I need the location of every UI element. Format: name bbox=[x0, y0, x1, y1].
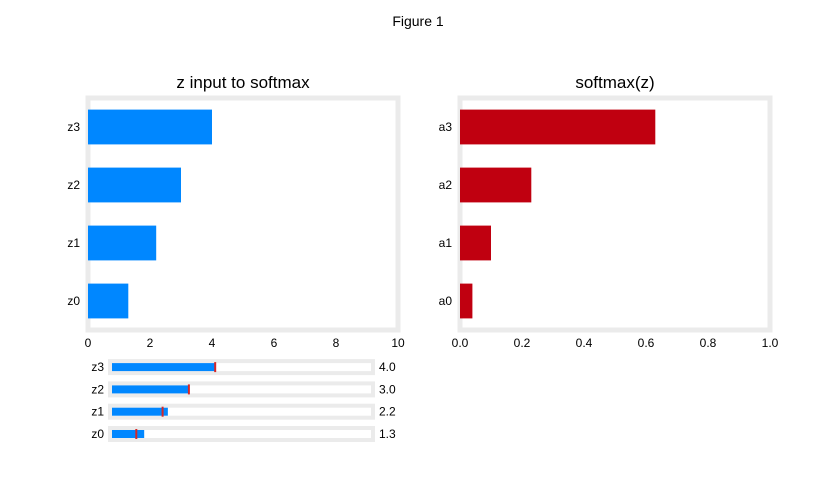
x-tick-label: 2 bbox=[147, 336, 154, 350]
x-tick-label: 8 bbox=[333, 336, 340, 350]
bar-a2 bbox=[460, 167, 532, 203]
slider-fill[interactable] bbox=[112, 363, 216, 372]
x-tick-label: 6 bbox=[271, 336, 278, 350]
x-tick-label: 0 bbox=[85, 336, 92, 350]
x-tick-label: 4 bbox=[209, 336, 216, 350]
category-label: z3 bbox=[67, 120, 80, 134]
bar-z0 bbox=[88, 283, 129, 319]
slider-label: z0 bbox=[91, 427, 104, 441]
chart-title: softmax(z) bbox=[575, 73, 654, 92]
x-tick-label: 10 bbox=[391, 336, 405, 350]
x-tick-label: 0.8 bbox=[700, 336, 717, 350]
x-tick-label: 0.2 bbox=[514, 336, 531, 350]
chart-title: z input to softmax bbox=[176, 73, 310, 92]
slider-label: z2 bbox=[91, 382, 104, 396]
slider-z2[interactable]: z2 3.0 bbox=[91, 381, 396, 398]
category-label: z0 bbox=[67, 294, 80, 308]
slider-fill[interactable] bbox=[112, 407, 168, 416]
x-tick-label: 1.0 bbox=[762, 336, 779, 350]
category-label: z1 bbox=[67, 236, 80, 250]
figure-title: Figure 1 bbox=[392, 13, 444, 29]
x-tick-label: 0.6 bbox=[638, 336, 655, 350]
slider-value: 1.3 bbox=[379, 427, 396, 441]
z-input-chart: z input to softmax z0 z1 z2 z3 0 2 4 6 8 10 bbox=[67, 73, 405, 350]
slider-z1[interactable]: z1 2.2 bbox=[91, 403, 396, 420]
bar-a1 bbox=[460, 225, 491, 261]
category-label: z2 bbox=[67, 178, 80, 192]
category-label: a0 bbox=[439, 294, 453, 308]
slider-track[interactable] bbox=[108, 426, 375, 442]
slider-value: 4.0 bbox=[379, 360, 396, 374]
bar-z2 bbox=[88, 167, 181, 203]
z-sliders[interactable]: z0 1.3 z1 2.2 z2 3.0 z3 4.0 bbox=[91, 359, 396, 442]
slider-fill[interactable] bbox=[112, 385, 189, 394]
category-label: a3 bbox=[439, 120, 453, 134]
slider-fill[interactable] bbox=[112, 430, 145, 438]
bar-z3 bbox=[88, 109, 212, 145]
slider-z3[interactable]: z3 4.0 bbox=[91, 359, 396, 376]
slider-value: 3.0 bbox=[379, 382, 396, 396]
category-label: a2 bbox=[439, 178, 453, 192]
x-tick-label: 0.4 bbox=[576, 336, 593, 350]
slider-track[interactable] bbox=[108, 403, 375, 420]
category-label: a1 bbox=[439, 236, 453, 250]
bar-z1 bbox=[88, 225, 157, 261]
bar-a3 bbox=[460, 109, 656, 145]
slider-z0[interactable]: z0 1.3 bbox=[91, 426, 396, 442]
slider-label: z1 bbox=[91, 405, 104, 419]
x-tick-label: 0.0 bbox=[452, 336, 469, 350]
softmax-chart: softmax(z) a0 a1 a2 a3 0.0 0.2 0.4 0.6 0.8 1.0 bbox=[439, 73, 779, 350]
slider-label: z3 bbox=[91, 360, 104, 374]
slider-value: 2.2 bbox=[379, 405, 396, 419]
bar-a0 bbox=[460, 283, 473, 319]
